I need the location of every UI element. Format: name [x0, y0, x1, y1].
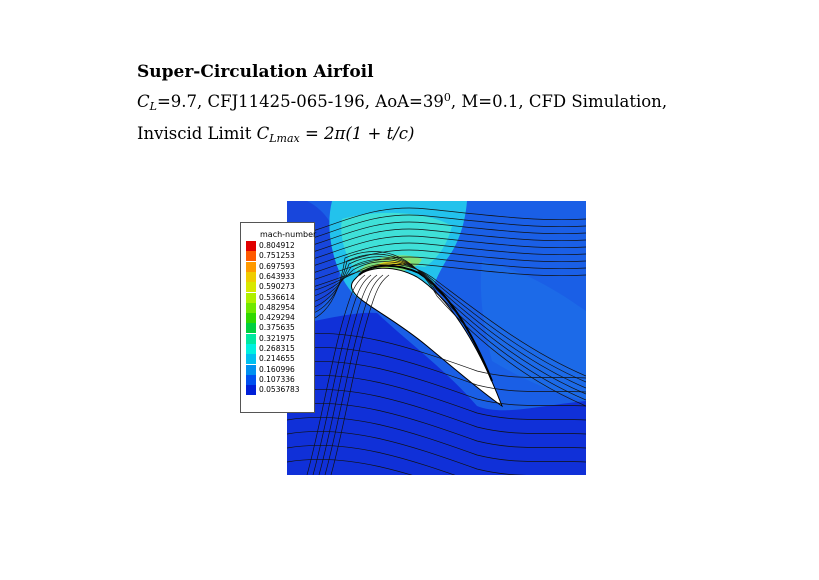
legend-label: 0.429294: [259, 313, 295, 323]
legend-swatch: [246, 241, 256, 251]
streamline: [287, 207, 586, 238]
streamline: [287, 417, 586, 463]
legend-label: 0.643933: [259, 271, 295, 281]
legend-label: 0.0536783: [259, 385, 300, 395]
legend: mach-number 0.804912 0.751253 0.697593 0.64…: [240, 222, 317, 413]
legend-swatch: [246, 333, 256, 344]
clmax-formula: = 2π(1 + t/c): [299, 124, 415, 143]
clmax-symbol: C: [256, 124, 270, 143]
legend-label: 0.107336: [259, 374, 295, 384]
legend-item: 0.429294: [246, 313, 316, 324]
legend-swatch: [246, 354, 256, 365]
chart-title: Super-Circulation Airfoil: [137, 62, 374, 82]
chart-subtitle-line-2: Inviscid Limit CLmax = 2π(1 + t/c): [137, 120, 777, 152]
legend-swatch: [246, 251, 256, 262]
legend-item: 0.0536783: [246, 385, 316, 396]
legend-item: 0.214655: [246, 354, 316, 365]
contour-svg: [287, 201, 586, 475]
legend-label: 0.751253: [259, 251, 295, 261]
legend-label: 0.536614: [259, 292, 295, 302]
legend-swatch: [246, 344, 256, 354]
streamline: [287, 242, 586, 273]
streamline: [287, 221, 586, 252]
legend-item: 0.160996: [246, 364, 316, 375]
streamline: [287, 235, 586, 266]
legend-swatch: [246, 385, 256, 396]
legend-item: 0.321975: [246, 333, 316, 344]
cl-symbol: C: [137, 92, 150, 111]
legend-label: 0.590273: [259, 282, 295, 292]
subtitle-text-b: , M=0.1, CFD Simulation,: [450, 92, 668, 111]
legend-label: 0.321975: [259, 333, 295, 343]
streamline: [287, 214, 586, 245]
streamline: [312, 274, 372, 475]
legend-item: 0.482954: [246, 302, 316, 313]
inviscid-limit-prefix: Inviscid Limit: [137, 124, 257, 143]
legend-item: 0.697593: [246, 261, 316, 272]
streamline: [287, 256, 586, 287]
streamline: [287, 228, 586, 259]
legend-item: 0.536614: [246, 292, 316, 303]
streamline: [287, 361, 586, 407]
clmax-subscript: Lmax: [269, 132, 300, 145]
streamline: [287, 389, 586, 435]
streamline: [287, 403, 586, 449]
streamline: [318, 274, 378, 475]
streamline: [287, 333, 586, 379]
streamlines: [287, 207, 586, 475]
streamline: [287, 263, 586, 294]
legend-label: 0.697593: [259, 261, 295, 271]
legend-swatch: [246, 313, 256, 324]
legend-item: 0.751253: [246, 251, 316, 262]
chart-subtitle-line-1: CL=9.7, CFJ11425-065-196, AoA=390, M=0.1…: [137, 84, 777, 120]
low-speed-region: [287, 312, 586, 475]
legend-item: 0.643933: [246, 271, 316, 282]
streamline: [287, 249, 586, 280]
legend-swatch: [246, 374, 256, 385]
legend-label: 0.482954: [259, 302, 295, 312]
header: Super-Circulation Airfoil CL=9.7, CFJ114…: [137, 60, 777, 152]
legend-swatch: [246, 292, 256, 303]
legend-item: 0.804912: [246, 241, 316, 251]
legend-item: 0.107336: [246, 374, 316, 385]
streamline: [324, 274, 384, 475]
cl-subscript: L: [149, 100, 157, 113]
streamline: [287, 375, 586, 421]
legend-swatch: [246, 323, 256, 334]
streamline: [287, 347, 586, 393]
subtitle-text-a: =9.7, CFJ11425-065-196, AoA=39: [156, 92, 444, 111]
streamline: [287, 258, 586, 389]
streamline: [330, 274, 390, 475]
legend-label: 0.804912: [259, 241, 295, 250]
legend-label: 0.160996: [259, 364, 295, 374]
mach-contour-plot: [287, 201, 586, 475]
streamline: [287, 253, 586, 401]
legend-swatch: [246, 282, 256, 293]
streamline: [287, 251, 586, 407]
legend-label: 0.268315: [259, 344, 295, 353]
legend-swatch: [246, 364, 256, 375]
legend-label: 0.214655: [259, 354, 295, 364]
legend-label: 0.375635: [259, 323, 295, 333]
legend-item: 0.375635: [246, 323, 316, 334]
legend-swatch: [246, 271, 256, 282]
wake-region: [480, 261, 586, 401]
legend-item: 0.268315: [246, 344, 316, 354]
legend-item: 0.590273: [246, 282, 316, 293]
legend-swatch: [246, 261, 256, 272]
streamline: [287, 256, 586, 395]
streamline: [287, 445, 456, 475]
legend-title: mach-number: [260, 230, 317, 239]
aoa-superscript: 0: [443, 91, 451, 104]
legend-swatch: [246, 302, 256, 313]
streamline: [306, 274, 366, 475]
